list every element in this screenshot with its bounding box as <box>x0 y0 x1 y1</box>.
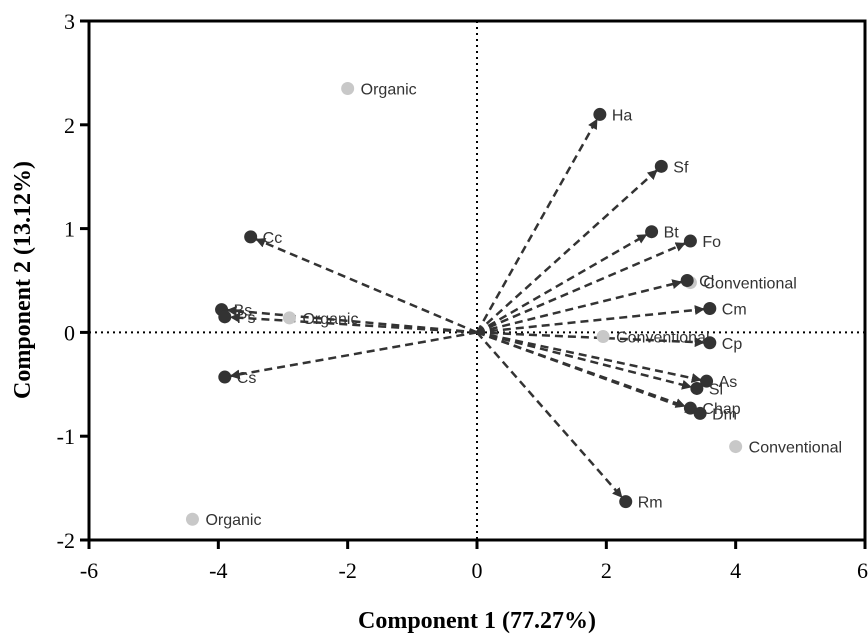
score-label: Organic <box>361 81 417 98</box>
loading-label: Dm <box>712 406 737 423</box>
loading-arrow <box>476 169 658 334</box>
x-tick-label: 2 <box>601 558 612 583</box>
x-tick-label: -2 <box>339 558 357 583</box>
loading-label: Chap <box>702 401 740 418</box>
x-axis-ticks: -6 -4 -2 0 2 4 6 <box>80 540 868 583</box>
loading-point <box>654 159 668 173</box>
loading-arrow <box>476 331 693 390</box>
y-tick-label: 3 <box>64 9 75 34</box>
loading-label: Fo <box>702 234 721 251</box>
loading-arrow <box>229 331 478 380</box>
y-axis-title: Component 2 (13.12%) <box>10 161 36 399</box>
loading-arrow <box>255 238 478 334</box>
loading-point <box>645 225 659 239</box>
loading-label: Cs <box>237 370 257 387</box>
y-tick-label: -2 <box>57 528 75 553</box>
x-tick-label: 6 <box>857 558 868 583</box>
loading-arrow <box>476 331 623 498</box>
loading-label: Ha <box>612 107 633 124</box>
x-tick-label: 4 <box>730 558 741 583</box>
score-point <box>282 311 296 325</box>
x-axis-title: Component 1 (77.27%) <box>358 608 596 634</box>
loading-point <box>700 374 714 388</box>
y-tick-label: 0 <box>64 320 75 345</box>
score-label: Organic <box>205 512 261 529</box>
loading-label: Ps <box>237 310 256 327</box>
loading-point <box>244 230 258 244</box>
loading-arrow <box>476 331 705 348</box>
score-point <box>185 512 199 526</box>
y-tick-label: -1 <box>57 424 75 449</box>
score-point <box>341 81 355 95</box>
loading-point <box>619 495 633 509</box>
loading-label: Rm <box>638 495 663 512</box>
loading-label: Bs <box>234 303 253 320</box>
loading-label: As <box>719 374 738 391</box>
loading-point <box>680 274 694 287</box>
loading-point <box>683 401 697 415</box>
loading-point <box>593 107 607 121</box>
loading-label: Sl <box>709 381 723 398</box>
loading-point <box>693 406 707 420</box>
score-label: Conventional <box>703 276 796 293</box>
score-point <box>729 440 743 454</box>
loading-point <box>683 234 697 248</box>
x-tick-label: 0 <box>472 558 483 583</box>
loading-label: Cp <box>722 336 743 353</box>
loading-arrow <box>476 242 686 334</box>
loading-point <box>218 370 232 384</box>
loading-label: Sf <box>673 159 689 176</box>
loading-point <box>703 302 717 316</box>
score-label: Conventional <box>616 330 709 347</box>
loading-arrow <box>475 118 599 334</box>
loading-arrow <box>229 312 478 334</box>
loading-label: Cl <box>699 274 714 291</box>
loading-point <box>218 310 232 324</box>
y-tick-label: 2 <box>64 113 75 138</box>
loading-arrow <box>476 279 683 334</box>
y-axis-ticks: -2 -1 0 1 2 3 <box>57 9 89 553</box>
loading-point <box>703 336 717 350</box>
score-point <box>596 330 610 344</box>
loading-arrow <box>476 233 648 334</box>
loading-arrows <box>226 118 705 498</box>
score-label: Conventional <box>749 440 842 457</box>
x-tick-label: -6 <box>80 558 98 583</box>
reference-lines <box>89 21 865 540</box>
score-label: Organic <box>302 311 358 328</box>
loading-point <box>690 381 704 395</box>
loading-label: Bt <box>664 225 680 242</box>
loading-label: Cm <box>722 302 747 319</box>
x-tick-label: -4 <box>209 558 227 583</box>
loading-label: Cc <box>263 230 283 247</box>
y-tick-label: 1 <box>64 217 75 242</box>
